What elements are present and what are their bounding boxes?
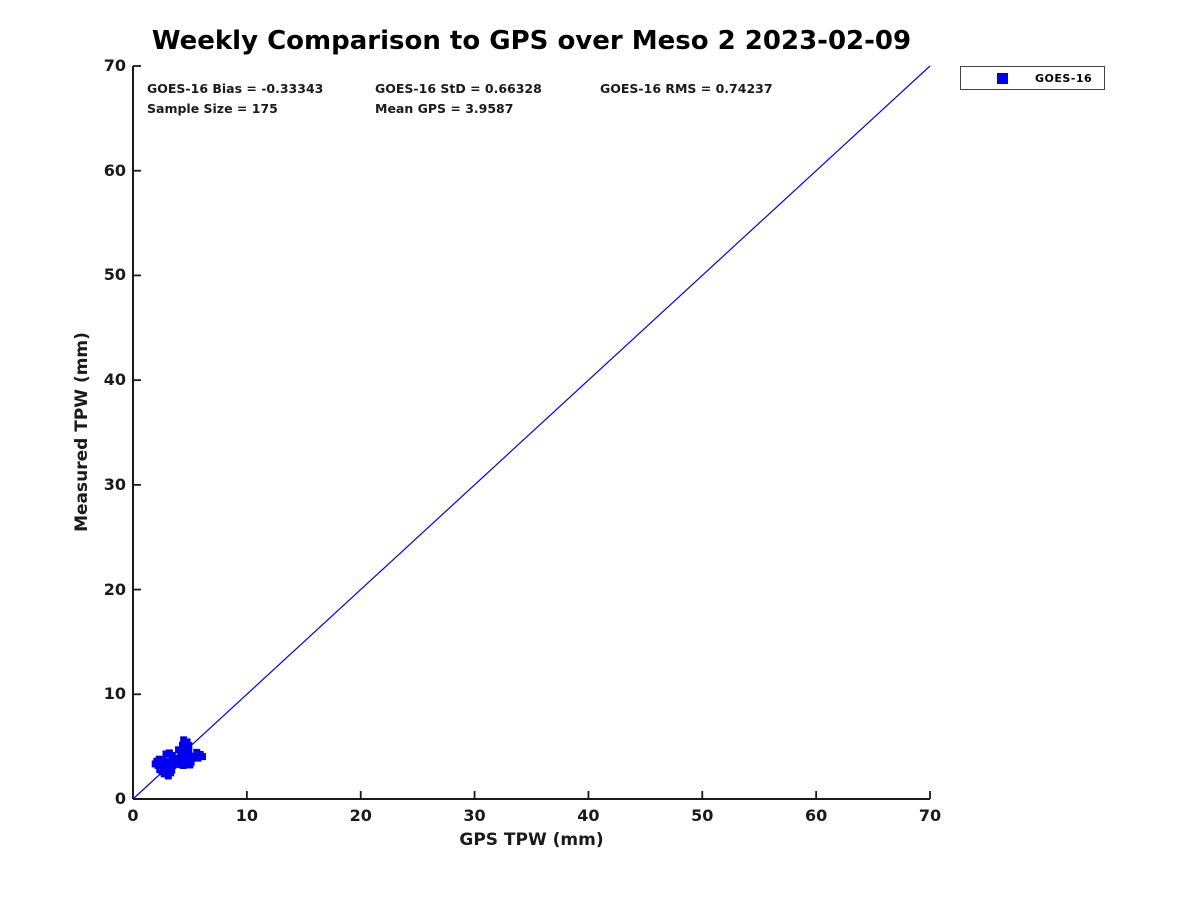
legend-label: GOES-16 [1035,71,1093,85]
scatter-point-goes-16 [184,751,192,759]
scatter-point-goes-16 [163,765,171,773]
x-tick-label: 20 [349,806,372,825]
x-tick-label: 30 [463,806,486,825]
y-tick-label: 40 [103,370,126,390]
legend: GOES-16 [960,66,1105,90]
stat-std: GOES-16 StD = 0.66328 [375,81,542,96]
stat-sample-size: Sample Size = 175 [147,101,278,116]
chart-title: Weekly Comparison to GPS over Meso 2 202… [151,26,912,56]
scatter-point-goes-16 [185,747,193,755]
y-tick-label: 20 [103,579,126,599]
x-tick-label: 0 [127,806,139,825]
y-tick-label: 10 [103,684,126,704]
stat-bias: GOES-16 Bias = -0.33343 [147,81,324,96]
x-tick-label: 10 [235,806,258,825]
scatter-point-goes-16 [190,752,198,760]
scatter-point-goes-16 [186,761,194,769]
x-tick-label: 40 [577,806,600,825]
y-axis-label: Measured TPW (mm) [72,332,92,532]
y-tick-label: 70 [103,56,126,75]
scatter-point-goes-16 [198,753,206,761]
y-tick-label: 0 [114,789,126,808]
x-tick-label: 60 [805,806,828,825]
x-axis-label: GPS TPW (mm) [459,830,604,850]
x-tick-label: 70 [918,806,942,825]
x-tick-label: 50 [691,806,714,825]
scatter-point-goes-16 [171,756,179,764]
stat-mean-gps: Mean GPS = 3.9587 [375,101,514,116]
scatter-point-goes-16 [168,752,176,760]
y-tick-label: 30 [103,474,126,494]
scatter-point-goes-16 [185,742,193,750]
y-tick-label: 60 [103,160,126,180]
scatter-point-goes-16 [168,766,176,774]
identity-reference-line [132,65,931,800]
y-tick-label: 50 [103,265,126,285]
legend-square-marker-icon [997,72,1008,84]
scatter-point-goes-16 [183,738,191,746]
stat-rms: GOES-16 RMS = 0.74237 [600,81,773,96]
